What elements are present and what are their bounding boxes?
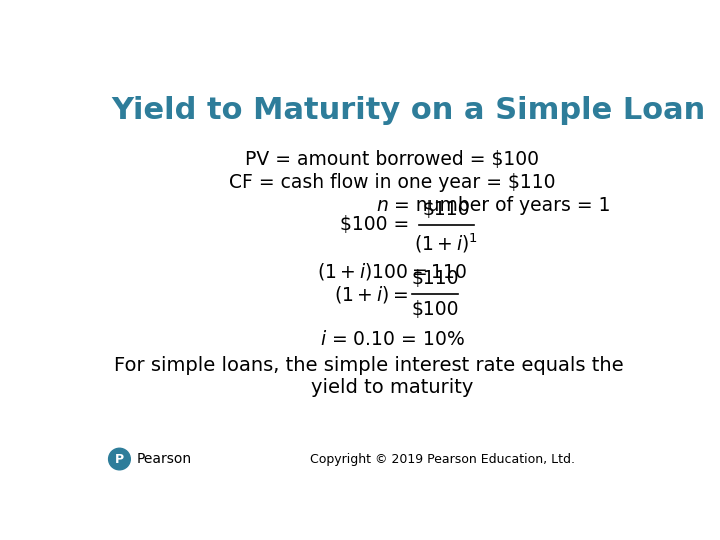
Text: Copyright © 2019 Pearson Education, Ltd.: Copyright © 2019 Pearson Education, Ltd. — [310, 453, 575, 465]
Text: $(1+i) = $: $(1+i) = $ — [333, 284, 408, 305]
Text: PV = amount borrowed = $100: PV = amount borrowed = $100 — [246, 150, 539, 168]
Text: Pearson: Pearson — [137, 452, 192, 466]
Text: $(1+i)$$100 = $110: $(1+i)$$100 = $110 — [318, 261, 467, 282]
Circle shape — [109, 448, 130, 470]
Text: $110: $110 — [423, 200, 470, 219]
Text: CF = cash flow in one year = $110: CF = cash flow in one year = $110 — [229, 173, 556, 192]
Text: $100 =: $100 = — [341, 215, 415, 234]
Text: $110: $110 — [411, 269, 459, 288]
Text: $n$: $n$ — [376, 195, 388, 215]
Text: For simple loans, the simple interest rate equals the: For simple loans, the simple interest ra… — [114, 356, 624, 375]
Text: Yield to Maturity on a Simple Loan: Yield to Maturity on a Simple Loan — [112, 96, 706, 125]
Text: $100: $100 — [411, 300, 459, 320]
Text: yield to maturity: yield to maturity — [311, 378, 474, 397]
Text: = number of years = 1: = number of years = 1 — [388, 195, 611, 215]
Text: $(1+i)^1$: $(1+i)^1$ — [415, 231, 479, 255]
Text: P: P — [115, 453, 124, 465]
Text: $i$ = 0.10 = 10%: $i$ = 0.10 = 10% — [320, 330, 464, 349]
